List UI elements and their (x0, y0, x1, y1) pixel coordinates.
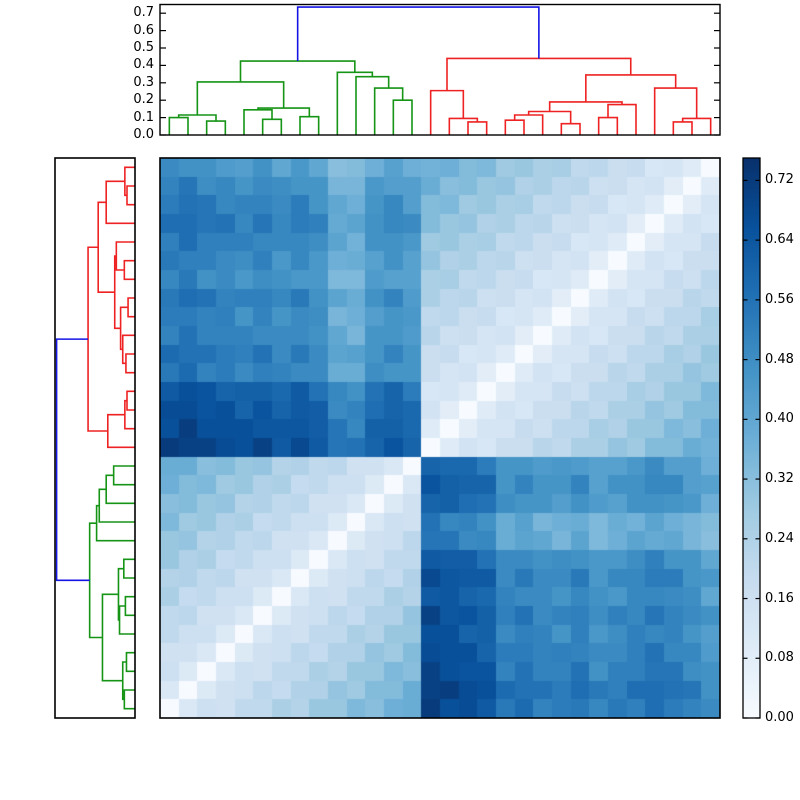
top-axis-tick-label: 0.6 (133, 22, 154, 38)
left-dendrogram-link-green (123, 689, 135, 710)
top-dendrogram-link-red (653, 87, 698, 135)
top-dendrogram-link-red (504, 119, 525, 135)
left-dendrogram-link-red (97, 201, 115, 293)
left-dendrogram-link-red (119, 306, 129, 351)
left-dendrogram-link-green (124, 595, 135, 617)
colorbar-gradient (743, 158, 760, 718)
top-dendrogram-link-green (243, 108, 273, 135)
colorbar-tick-label: 0.72 (765, 172, 794, 188)
top-dendrogram-link-red (607, 103, 637, 135)
left-dendrogram-link-red (113, 255, 121, 330)
colorbar-tick-label: 0.56 (765, 291, 794, 307)
top-axis-tick-label: 0.2 (133, 92, 154, 108)
top-axis-tick-label: 0.3 (133, 74, 154, 90)
top-dendrogram-link-green (205, 120, 227, 135)
left-dendrogram-link-green (105, 474, 135, 505)
top-dendrogram-link-green (299, 115, 320, 135)
top-dendrogram-link-green (373, 87, 404, 135)
left-dendrogram-link-green (98, 488, 135, 523)
left-dendrogram-link-green (125, 651, 135, 673)
top-dendrogram-link-green (392, 99, 413, 135)
left-dendrogram-link-red (123, 259, 135, 281)
top-axis-tick-label: 0.0 (133, 127, 154, 142)
colorbar-tick-label: 0.64 (765, 232, 794, 248)
left-dendrogram-link-red (87, 246, 108, 432)
top-dendrogram-link-red (597, 116, 619, 135)
distance-matrix-heatmap (160, 158, 720, 718)
colorbar-tick-label: 0.00 (765, 710, 794, 725)
top-dendrogram-link-red (681, 117, 712, 135)
top-dendrogram-link-red (429, 89, 465, 135)
left-dendrogram-link-green (117, 567, 124, 621)
top-axis-tick-label: 0.7 (133, 5, 154, 21)
left-dendrogram-link-red (126, 185, 135, 206)
top-dendrogram-link-red (513, 114, 544, 135)
left-dendrogram-link-green (101, 593, 123, 682)
colorbar-tick-label: 0.48 (765, 351, 794, 367)
left-dendrogram-link-green (112, 465, 135, 486)
left-dendrogram-link-red (124, 399, 135, 430)
left-dendrogram-link-green (95, 504, 135, 542)
left-dendrogram-link-blue (55, 338, 90, 582)
top-dendrogram-frame (159, 3, 721, 136)
left-dendrogram-link-red (107, 413, 135, 449)
left-dendrogram-link-red (125, 353, 135, 374)
top-dendrogram-link-green (196, 81, 285, 115)
top-dendrogram-link-red (527, 110, 572, 124)
top-dendrogram-link-green (355, 75, 390, 135)
top-dendrogram-link-green (168, 116, 189, 135)
left-dendrogram-link-red (115, 241, 135, 271)
left-dendrogram-link-red (105, 180, 135, 225)
top-axis-tick-label: 0.1 (133, 109, 154, 125)
left-dendrogram-link-red (127, 297, 135, 318)
top-dendrogram-link-red (467, 121, 488, 135)
left-dendrogram-link-green (123, 558, 135, 579)
top-dendrogram-link-red (446, 57, 632, 91)
top-dendrogram-link-red (560, 122, 581, 135)
colorbar-tick-label: 0.40 (765, 411, 794, 427)
top-dendrogram-link-green (239, 60, 356, 82)
left-dendrogram-frame (54, 157, 136, 719)
top-dendrogram-link-red (448, 117, 479, 135)
top-dendrogram-link-green (336, 71, 374, 135)
colorbar-tick-label: 0.16 (765, 590, 794, 606)
left-dendrogram-link-green (118, 605, 135, 635)
colorbar-tick-label: 0.32 (765, 471, 794, 487)
top-axis-tick-label: 0.5 (133, 40, 154, 55)
top-dendrogram-link-blue (296, 6, 540, 62)
colorbar-tick-label: 0.08 (765, 650, 794, 666)
top-dendrogram-link-green (261, 118, 283, 135)
top-dendrogram-link-green (257, 107, 311, 117)
left-dendrogram-link-green (121, 661, 127, 701)
left-dendrogram-link-red (124, 166, 135, 197)
left-dendrogram-link-red (126, 390, 135, 411)
top-dendrogram-link-red (585, 74, 677, 102)
colorbar-tick-label: 0.24 (765, 530, 794, 546)
top-dendrogram-link-green (177, 114, 217, 122)
top-dendrogram-link-red (548, 101, 623, 112)
left-dendrogram-link-red (121, 334, 135, 365)
top-axis-tick-label: 0.4 (133, 57, 154, 73)
top-dendrogram-link-red (672, 121, 693, 135)
left-dendrogram-link-green (88, 522, 103, 639)
